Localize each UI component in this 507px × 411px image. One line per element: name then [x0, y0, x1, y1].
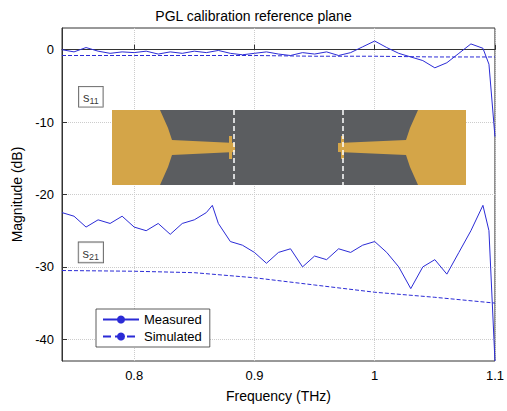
svg-text:s: s: [82, 245, 90, 261]
svg-text:0: 0: [47, 42, 54, 57]
svg-text:0.8: 0.8: [125, 368, 143, 383]
svg-text:Magnitude (dB): Magnitude (dB): [9, 147, 25, 243]
svg-text:-20: -20: [35, 187, 54, 202]
svg-text:21: 21: [89, 252, 99, 262]
svg-text:-10: -10: [35, 115, 54, 130]
svg-text:Simulated: Simulated: [144, 329, 202, 344]
svg-text:-40: -40: [35, 332, 54, 347]
svg-text:Frequency (THz): Frequency (THz): [226, 388, 331, 404]
svg-text:1: 1: [371, 368, 378, 383]
svg-text:s: s: [82, 90, 90, 106]
svg-text:1.1: 1.1: [486, 368, 504, 383]
svg-text:PGL calibration reference plan: PGL calibration reference plane: [155, 8, 352, 24]
svg-text:Measured: Measured: [144, 312, 202, 327]
svg-text:-30: -30: [35, 259, 54, 274]
svg-text:0.9: 0.9: [245, 368, 263, 383]
svg-text:11: 11: [89, 96, 98, 106]
